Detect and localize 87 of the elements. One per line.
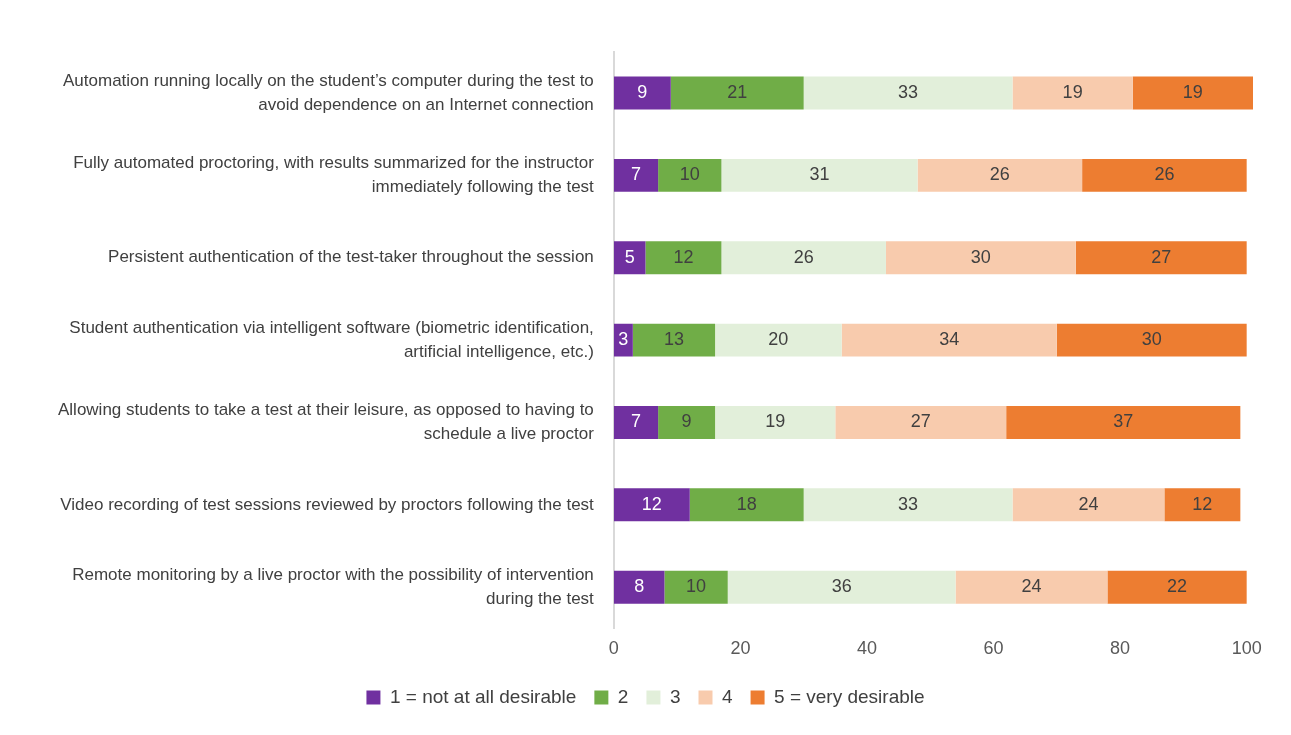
x-tick-label: 20 — [730, 638, 751, 659]
x-tick-label: 80 — [1110, 638, 1131, 659]
data-label: 26 — [1154, 164, 1175, 185]
bar — [645, 241, 722, 275]
legend-label: 3 — [669, 685, 681, 707]
bar — [664, 570, 728, 604]
data-label: 10 — [679, 164, 700, 185]
data-label: 21 — [727, 81, 748, 102]
data-label: 20 — [768, 329, 789, 350]
data-label: 12 — [673, 246, 694, 267]
legend-label: 4 — [722, 685, 733, 707]
bar — [613, 76, 671, 110]
bar — [727, 570, 956, 604]
bar — [632, 323, 716, 357]
data-label: 26 — [793, 246, 814, 267]
bar — [841, 323, 1057, 357]
data-label: 7 — [630, 164, 641, 185]
bar — [613, 406, 659, 439]
data-label: 13 — [663, 329, 684, 350]
data-label: 27 — [1151, 246, 1172, 267]
bar — [613, 158, 659, 192]
bar — [917, 158, 1083, 192]
x-tick-label: 40 — [856, 638, 877, 659]
data-label: 36 — [831, 576, 852, 597]
data-label: 34 — [939, 329, 960, 350]
legend-label: 1 = not at all desirable — [389, 685, 577, 707]
bar — [955, 570, 1108, 604]
bar — [1056, 323, 1247, 357]
bar — [613, 241, 646, 275]
data-label: 33 — [898, 81, 919, 102]
data-label: 22 — [1167, 576, 1188, 597]
data-label: 5 — [624, 246, 635, 267]
data-label: 24 — [1078, 493, 1099, 514]
y-tick-label: Student authentication via intelligent software (biometric identification, artificial intelligence, etc.) — [69, 317, 594, 361]
x-tick-label: 0 — [608, 638, 619, 659]
data-label: 7 — [630, 411, 641, 432]
data-label: 12 — [641, 493, 662, 514]
data-label: 18 — [736, 493, 757, 514]
data-label: 30 — [970, 246, 991, 267]
data-label: 9 — [681, 411, 692, 432]
data-label: 30 — [1141, 329, 1162, 350]
bar — [1006, 406, 1241, 439]
data-label: 10 — [686, 576, 707, 597]
data-label: 12 — [1192, 493, 1213, 514]
bar — [1012, 488, 1165, 522]
legend-label: 5 = very desirable — [774, 685, 925, 707]
data-label: 3 — [618, 329, 629, 350]
data-label: 9 — [637, 81, 648, 102]
legend-label: 2 — [617, 685, 629, 707]
bar — [885, 241, 1076, 275]
y-tick-label: Persistent authentication of the test-taker throughout the session — [108, 247, 594, 267]
bar — [658, 158, 722, 192]
bar — [835, 406, 1007, 439]
bar — [721, 158, 918, 192]
y-tick-label: Fully automated proctoring, with results summarized for the instructor immediately following the test — [73, 153, 595, 196]
bar — [658, 406, 716, 439]
data-label: 33 — [898, 493, 919, 514]
bar — [1132, 76, 1253, 110]
bar — [715, 406, 836, 439]
bar — [803, 76, 1013, 110]
bar — [613, 570, 665, 604]
data-label: 37 — [1113, 411, 1134, 432]
bar — [1164, 488, 1241, 522]
bar — [670, 76, 804, 110]
y-tick-label: Automation running locally on the student’s computer during the test to avoid dependence on an Internet connection — [63, 70, 594, 114]
bar — [803, 488, 1013, 522]
x-tick-label: 100 — [1231, 638, 1262, 659]
bar — [1012, 76, 1133, 110]
y-tick-label: Allowing students to take a test at their leisure, as opposed to having to schedule a live proctor — [58, 400, 595, 444]
x-tick-label: 60 — [983, 638, 1004, 659]
data-label: 19 — [1062, 81, 1083, 102]
y-tick-label: Remote monitoring by a live proctor with the possibility of intervention during the test — [72, 565, 595, 608]
data-label: 19 — [1182, 81, 1203, 102]
data-label: 24 — [1021, 576, 1042, 597]
bar — [613, 488, 690, 522]
data-label: 19 — [765, 411, 786, 432]
bar — [1075, 241, 1247, 275]
bar — [1082, 158, 1247, 192]
data-label: 8 — [634, 576, 645, 597]
bar — [689, 488, 804, 522]
data-label: 26 — [989, 164, 1010, 185]
bar — [1107, 570, 1247, 604]
data-label: 31 — [809, 164, 830, 185]
bar — [715, 323, 842, 357]
bar — [721, 241, 886, 275]
y-tick-label: Video recording of test sessions reviewed by proctors following the test — [60, 494, 595, 514]
data-label: 27 — [910, 411, 931, 432]
